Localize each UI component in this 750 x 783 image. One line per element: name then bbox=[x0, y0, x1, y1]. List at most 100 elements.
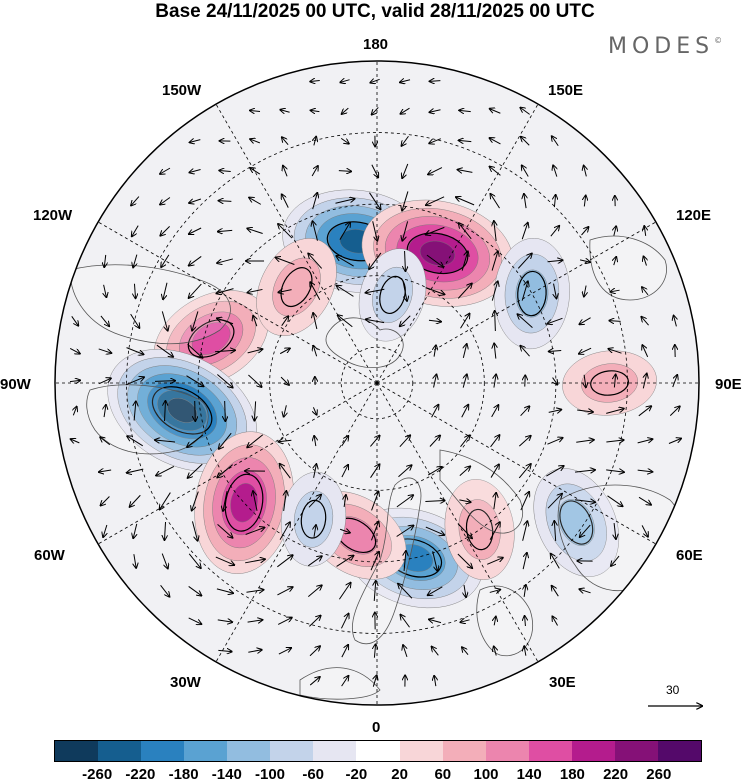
wind-vector bbox=[490, 109, 501, 114]
wind-vector bbox=[370, 464, 380, 478]
colorbar-cell bbox=[657, 741, 701, 761]
colorbar-cell bbox=[442, 741, 486, 761]
wind-vector bbox=[339, 529, 350, 532]
wind-vector bbox=[575, 470, 595, 472]
wind-vector bbox=[579, 589, 591, 593]
wind-vector bbox=[461, 251, 468, 271]
wind-vector bbox=[100, 315, 109, 326]
wind-vector bbox=[223, 491, 228, 511]
wind-vector bbox=[245, 528, 265, 535]
wind-vector bbox=[608, 349, 622, 354]
colorbar-tick-label: 100 bbox=[473, 766, 499, 783]
brand-text: MODES bbox=[608, 34, 715, 59]
anomaly-field bbox=[107, 189, 657, 609]
wind-vector bbox=[219, 432, 232, 449]
wind-vector bbox=[248, 289, 263, 292]
wind-vector bbox=[494, 343, 496, 359]
wind-vector bbox=[188, 553, 201, 568]
wind-vector bbox=[459, 466, 470, 476]
wind-vector bbox=[246, 590, 263, 592]
wind-vector bbox=[188, 586, 202, 595]
wind-vector bbox=[494, 221, 496, 241]
wind-vector bbox=[486, 558, 503, 565]
lon-label-30w: 30W bbox=[170, 674, 201, 691]
wind-vector bbox=[370, 522, 378, 541]
wind-vector bbox=[189, 283, 202, 298]
wind-vector bbox=[522, 165, 529, 177]
wind-vector bbox=[521, 137, 530, 146]
wind-vector bbox=[547, 438, 562, 445]
colorbar-tick-label: -260 bbox=[82, 766, 113, 783]
wind-vector bbox=[581, 227, 589, 236]
wind-vector bbox=[461, 405, 469, 418]
wind-vector bbox=[98, 348, 112, 353]
wind-vector bbox=[463, 374, 467, 388]
circulation-streamline bbox=[280, 267, 313, 308]
wind-vector bbox=[396, 525, 414, 537]
wind-vector bbox=[311, 166, 318, 177]
wind-vector bbox=[312, 193, 318, 210]
wind-vector bbox=[517, 254, 531, 269]
wind-vector bbox=[459, 110, 471, 111]
wind-vector bbox=[276, 258, 295, 265]
wind-vector bbox=[668, 439, 681, 444]
coastline bbox=[299, 667, 381, 700]
wind-vector bbox=[459, 500, 470, 502]
wind-vector bbox=[641, 317, 649, 326]
wind-vector bbox=[133, 523, 137, 538]
wind-vector bbox=[606, 470, 624, 472]
wind-vector bbox=[69, 380, 80, 381]
wind-vector bbox=[403, 645, 407, 658]
wind-vector bbox=[214, 350, 235, 351]
colorbar-cell bbox=[614, 741, 658, 761]
wind-vector bbox=[547, 494, 562, 509]
anomaly-contour bbox=[293, 490, 334, 548]
wind-vector bbox=[404, 551, 406, 572]
wind-vector bbox=[189, 227, 202, 234]
wind-vector bbox=[188, 463, 203, 478]
circulation-streamline bbox=[151, 386, 213, 435]
wind-vector bbox=[371, 492, 379, 511]
anomaly-center bbox=[280, 471, 347, 567]
wind-vector bbox=[335, 199, 354, 204]
wind-vector bbox=[460, 435, 470, 447]
reference-vector-label: 30 bbox=[666, 683, 680, 697]
wind-vector bbox=[642, 287, 649, 296]
circulation-streamline bbox=[559, 500, 594, 545]
wind-vector bbox=[279, 440, 292, 442]
wind-vector bbox=[489, 522, 500, 540]
wind-vector bbox=[311, 110, 320, 111]
wind-vector bbox=[580, 524, 591, 537]
wind-vector bbox=[277, 618, 292, 625]
wind-vector bbox=[554, 521, 555, 542]
wind-vector bbox=[606, 440, 623, 442]
wind-vector bbox=[69, 347, 80, 353]
anomaly-contour bbox=[272, 257, 321, 317]
wind-vector bbox=[338, 583, 350, 600]
wind-vector bbox=[494, 617, 496, 626]
wind-vector bbox=[522, 553, 527, 570]
wind-vector bbox=[554, 195, 555, 208]
lon-label-0: 0 bbox=[372, 719, 381, 736]
wind-vector bbox=[426, 196, 445, 205]
wind-vector bbox=[402, 191, 409, 210]
wind-vector bbox=[248, 650, 261, 652]
wind-vector bbox=[253, 316, 257, 327]
colorbar-cell bbox=[528, 741, 572, 761]
wind-vector bbox=[547, 260, 563, 262]
wind-vector bbox=[218, 650, 231, 651]
wind-vector bbox=[372, 107, 379, 114]
wind-vector bbox=[400, 615, 410, 628]
wind-vector bbox=[429, 138, 441, 144]
wind-vector bbox=[161, 311, 167, 330]
wind-vector bbox=[278, 224, 293, 239]
colorbar-tick-label: -140 bbox=[211, 766, 242, 783]
wind-vector bbox=[336, 556, 354, 567]
map-border bbox=[54, 60, 700, 706]
wind-vector bbox=[672, 375, 678, 388]
wind-vector bbox=[134, 554, 136, 568]
wind-vector bbox=[219, 201, 232, 202]
wind-vector bbox=[524, 646, 526, 656]
wind-vector bbox=[277, 555, 292, 568]
